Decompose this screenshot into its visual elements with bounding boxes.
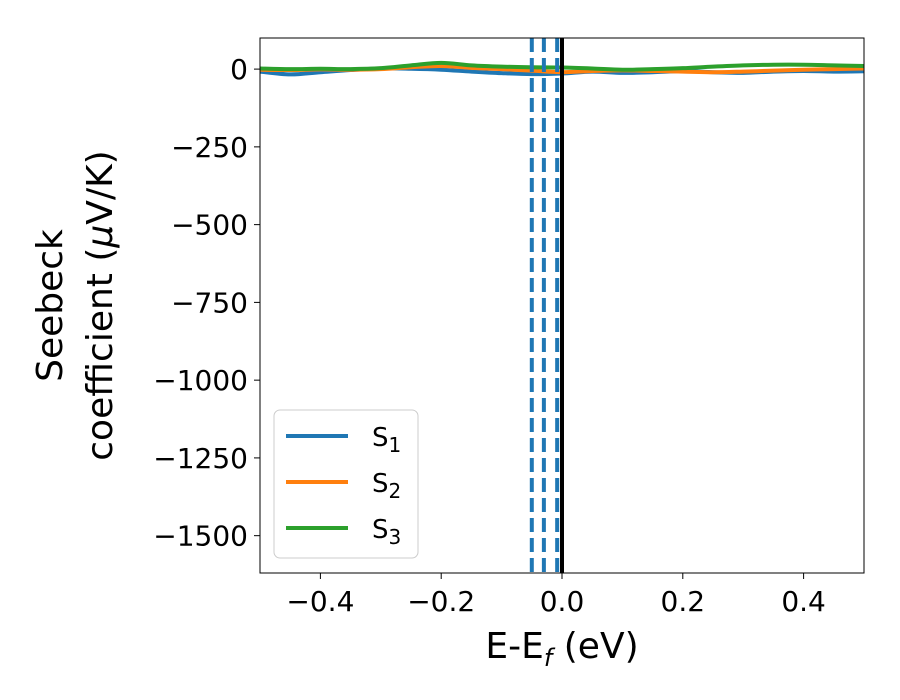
legend-label-2: S2 bbox=[372, 469, 401, 503]
legend-label-1: S1 bbox=[372, 423, 401, 457]
x-axis: −0.4 −0.2 0.0 0.2 0.4 bbox=[286, 573, 826, 618]
legend-label-3: S3 bbox=[372, 515, 401, 549]
vertical-lines bbox=[529, 38, 564, 573]
x-tick-label: 0.4 bbox=[781, 585, 826, 618]
y-tick-label: 0 bbox=[230, 53, 248, 86]
y-axis: 0 −250 −500 −750 −1000 −1250 −1500 bbox=[153, 53, 260, 553]
x-axis-label: E-Ef (eV) bbox=[485, 626, 638, 672]
y-tick-label: −500 bbox=[171, 209, 248, 242]
y-tick-label: −1500 bbox=[153, 520, 248, 553]
y-axis-label-line2: coefficient (μV/K) bbox=[80, 150, 121, 460]
x-tick-label: −0.2 bbox=[407, 585, 475, 618]
y-tick-label: −750 bbox=[171, 286, 248, 319]
y-axis-label: Seebeck coefficient (μV/K) bbox=[30, 150, 121, 460]
y-tick-label: −1250 bbox=[153, 442, 248, 475]
y-axis-label-line1: Seebeck bbox=[30, 229, 71, 382]
y-tick-label: −250 bbox=[171, 131, 248, 164]
x-tick-label: 0.2 bbox=[661, 585, 706, 618]
x-tick-label: −0.4 bbox=[286, 585, 354, 618]
y-tick-label: −1000 bbox=[153, 364, 248, 397]
legend: S1 S2 S3 bbox=[273, 409, 419, 559]
x-tick-label: 0.0 bbox=[540, 585, 585, 618]
